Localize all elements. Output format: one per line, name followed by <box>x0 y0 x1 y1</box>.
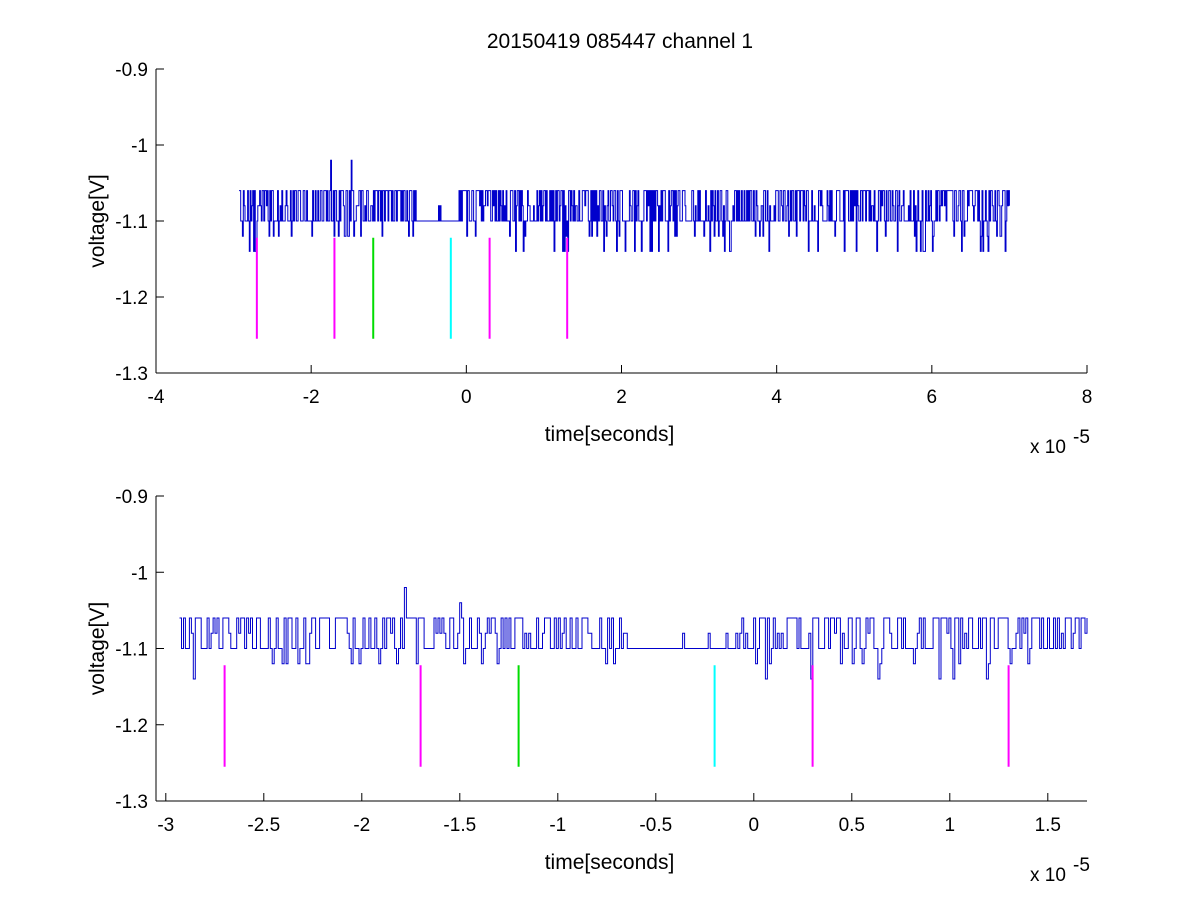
y-tick-label: -1.3 <box>115 792 148 813</box>
x-tick-label: -1 <box>549 815 566 836</box>
figure-title: 20150419 085447 channel 1 <box>487 30 753 53</box>
x-tick-label: 0 <box>461 387 472 408</box>
x-tick-label: 6 <box>927 387 938 408</box>
x-multiplier-label: x 10 <box>1030 865 1066 886</box>
voltage-trace-series <box>179 587 1088 680</box>
y-axis-label: voltage[V] <box>86 602 109 695</box>
y-tick-label: -1.1 <box>115 640 148 661</box>
x-multiplier-exponent: -5 <box>1073 855 1090 876</box>
y-tick-label: -1.2 <box>115 288 148 309</box>
x-tick-label: 1.5 <box>1035 815 1061 836</box>
x-tick-label: -0.5 <box>639 815 672 836</box>
y-tick-label: -0.9 <box>115 487 148 508</box>
x-axis-label: time[seconds] <box>545 423 675 446</box>
x-tick-label: -2.5 <box>247 815 280 836</box>
x-multiplier-exponent: -5 <box>1073 427 1090 448</box>
x-tick-label: -1.5 <box>443 815 476 836</box>
y-axis-label: voltage[V] <box>86 174 109 267</box>
x-tick-label: 4 <box>771 387 782 408</box>
x-axis-label: time[seconds] <box>545 851 675 874</box>
y-tick-label: -1 <box>131 563 148 584</box>
y-tick-label: -0.9 <box>115 60 148 81</box>
x-tick-label: 0 <box>749 815 760 836</box>
x-tick-label: -2 <box>303 387 320 408</box>
y-tick-label: -1.3 <box>115 364 148 385</box>
x-tick-label: -4 <box>148 387 165 408</box>
x-tick-label: 0.5 <box>839 815 865 836</box>
y-tick-label: -1.1 <box>115 212 148 233</box>
voltage-trace-series <box>239 159 1010 252</box>
x-tick-label: 8 <box>1082 387 1093 408</box>
x-tick-label: 1 <box>945 815 956 836</box>
y-tick-label: -1.2 <box>115 716 148 737</box>
top-subplot: -1.3 -1.2 -1.1 -1 -0.9 -4 -2 0 2 4 6 8 time[seconds]… <box>86 60 1092 458</box>
y-tick-label: -1 <box>131 136 148 157</box>
x-tick-label: 2 <box>616 387 627 408</box>
x-tick-label: -2 <box>353 815 370 836</box>
x-tick-label: -3 <box>157 815 174 836</box>
bottom-subplot: -1.3 -1.2 -1.1 -1 -0.9 -3 -2.5 -2 -1.5 -1 -0.5 0 0.5… <box>86 487 1090 886</box>
x-multiplier-label: x 10 <box>1030 437 1066 458</box>
